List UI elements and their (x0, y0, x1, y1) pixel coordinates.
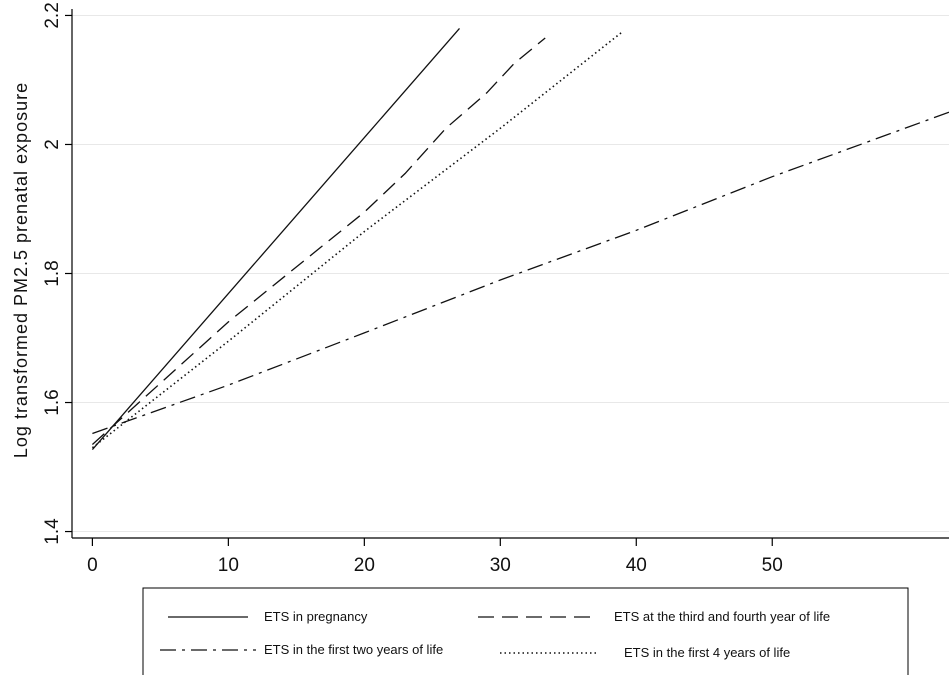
y-axis-title: Log transformed PM2.5 prenatal exposure (11, 82, 31, 458)
legend-label-3: ETS in the first two years of life (264, 642, 443, 657)
legend-label-4: ETS in the first 4 years of life (624, 645, 790, 660)
x-tick-label: 0 (87, 555, 98, 576)
series-line-4 (91, 30, 624, 449)
y-tick-label: 1.6 (42, 389, 63, 415)
x-tick-label: 10 (218, 555, 239, 576)
y-ticks: 1.4 1.6 1.8 2 2.2 (42, 2, 72, 545)
grid (72, 14, 949, 533)
series-line-3 (92, 111, 949, 435)
x-tick-label: 20 (354, 555, 375, 576)
x-tick-label: 40 (626, 555, 647, 576)
legend-box (142, 587, 909, 675)
legend-items: ETS in pregnancy ETS at the third and fou… (160, 609, 830, 660)
series-line-1 (91, 27, 460, 451)
x-tick-label: 50 (762, 555, 783, 576)
series-lines (91, 27, 949, 451)
legend: ETS in pregnancy ETS at the third and fou… (142, 587, 909, 675)
legend-label-2: ETS at the third and fourth year of life (614, 609, 830, 624)
x-ticks: 0 10 20 30 40 50 (87, 538, 783, 576)
legend-label-1: ETS in pregnancy (264, 609, 368, 624)
y-tick-label: 2.2 (42, 2, 63, 28)
y-tick-label: 1.8 (42, 260, 63, 286)
y-tick-label: 1.4 (42, 518, 63, 545)
x-tick-label: 30 (490, 555, 511, 576)
y-tick-label: 2 (42, 139, 63, 150)
series-line-2 (91, 37, 546, 445)
